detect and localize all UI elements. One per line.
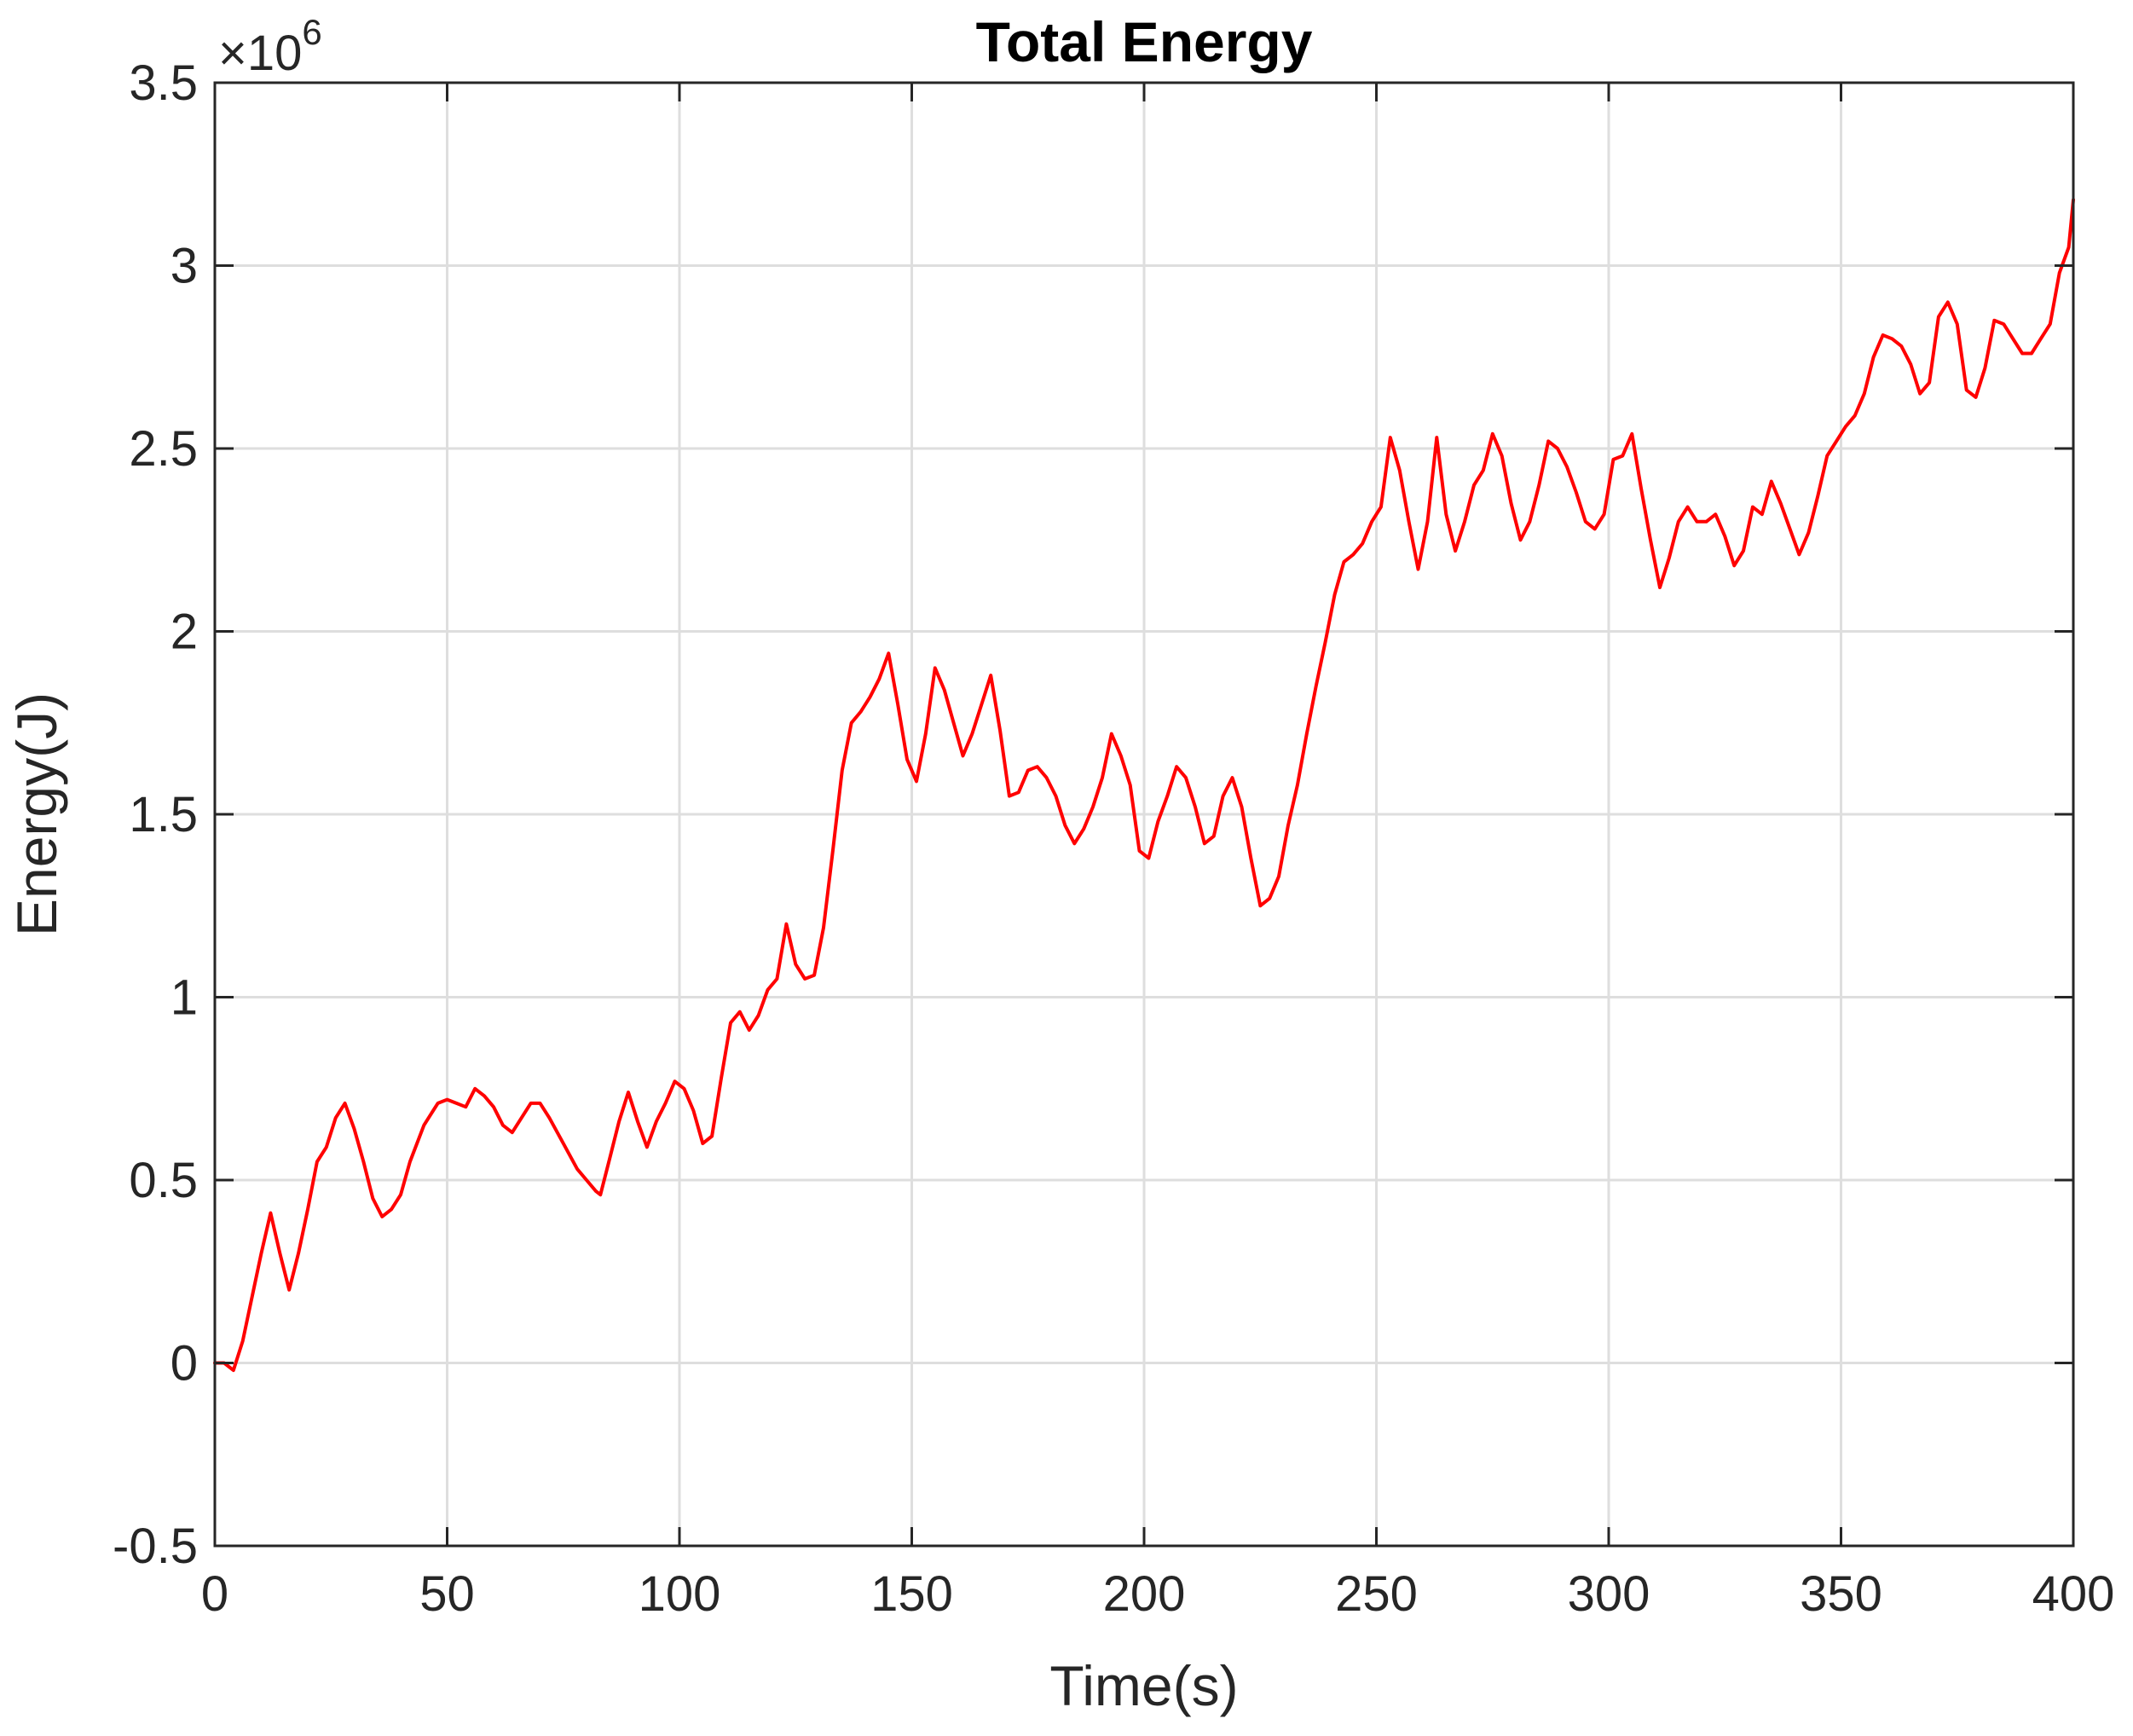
grid-lines (215, 83, 2073, 1546)
y-exponent-multiplier: ×106 (218, 12, 322, 81)
x-tick-label: 300 (1568, 1566, 1650, 1622)
x-tick-label: 200 (1103, 1566, 1186, 1622)
x-axis-label: Time(s) (1049, 1654, 1238, 1717)
x-tick-label: 150 (870, 1566, 953, 1622)
x-tick-label: 100 (639, 1566, 721, 1622)
y-exponent-power: 6 (302, 12, 321, 52)
series-line-total-energy (213, 198, 2075, 1373)
series-group (213, 198, 2075, 1373)
y-exponent-base: ×10 (218, 26, 302, 81)
y-tick-label: -0.5 (113, 1519, 198, 1574)
x-tick-label: 250 (1335, 1566, 1418, 1622)
x-tick-label: 50 (419, 1566, 475, 1622)
y-tick-label: 0.5 (129, 1153, 198, 1208)
x-tick-label: 0 (201, 1566, 228, 1622)
x-tick-label: 400 (2032, 1566, 2115, 1622)
ticks: 0 50 100 150 200 250 300 350 400-0.500.511.522.5… (113, 55, 2114, 1622)
y-tick-label: 2 (171, 605, 198, 660)
y-axis-label: Energy(J) (5, 692, 68, 936)
y-tick-label: 3 (171, 239, 198, 294)
y-tick-label: 1.5 (129, 787, 198, 842)
y-tick-label: 0 (171, 1336, 198, 1392)
y-tick-label: 2.5 (129, 421, 198, 477)
x-tick-label: 350 (1800, 1566, 1882, 1622)
y-tick-label: 1 (171, 970, 198, 1026)
y-tick-label: 3.5 (129, 55, 198, 111)
chart-title: Total Energy (976, 10, 1313, 73)
